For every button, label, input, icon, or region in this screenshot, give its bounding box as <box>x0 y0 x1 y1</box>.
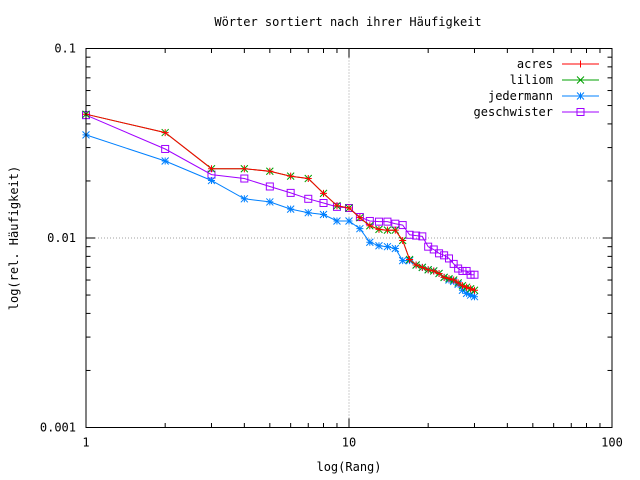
legend-label-liliom: liliom <box>510 73 553 87</box>
data-point-jedermann <box>458 286 467 295</box>
legend-label-geschwister: geschwister <box>474 105 553 119</box>
data-point-acres <box>406 256 414 264</box>
data-point-geschwister <box>319 199 328 208</box>
data-point-jedermann <box>207 176 216 185</box>
data-point-jedermann <box>356 224 364 233</box>
data-point-acres <box>356 214 364 222</box>
legend-marker-geschwister <box>576 108 585 116</box>
legend-label-jedermann: jedermann <box>488 89 553 103</box>
data-point-acres <box>463 283 471 291</box>
data-point-geschwister <box>304 194 313 203</box>
data-point-acres <box>440 273 448 281</box>
data-point-jedermann <box>365 238 374 247</box>
data-point-jedermann <box>161 157 170 165</box>
data-point-jedermann <box>240 194 249 203</box>
data-point-acres <box>454 279 462 287</box>
series-acres <box>82 110 478 294</box>
data-point-jedermann <box>462 289 471 298</box>
data-point-jedermann <box>265 198 274 206</box>
data-point-acres <box>333 202 341 210</box>
legend: acres liliom jedermann geschwister <box>474 57 599 119</box>
data-point-geschwister <box>265 182 274 191</box>
data-point-acres <box>366 222 374 230</box>
data-point-jedermann <box>333 217 341 225</box>
data-point-acres <box>320 189 328 197</box>
data-point-geschwister <box>418 232 427 241</box>
data-point-acres <box>445 275 453 283</box>
y-tick-label: 0.1 <box>54 42 76 56</box>
data-point-acres <box>418 263 426 271</box>
data-point-geschwister <box>240 174 249 183</box>
data-point-geschwister <box>470 270 479 279</box>
data-point-geschwister <box>449 259 458 268</box>
data-point-acres <box>458 282 466 290</box>
data-point-acres <box>304 175 312 183</box>
series-line-jedermann <box>85 134 475 298</box>
data-point-acres <box>391 226 399 234</box>
x-tick-label: 100 <box>601 436 623 450</box>
data-point-jedermann <box>383 242 392 251</box>
data-point-acres <box>161 129 169 137</box>
series-jedermann <box>82 131 479 301</box>
data-point-jedermann <box>470 292 479 301</box>
series-geschwister <box>82 111 479 279</box>
legend-entry-liliom: liliom <box>510 73 599 87</box>
data-point-acres <box>399 237 407 245</box>
data-point-jedermann <box>304 208 313 217</box>
data-point-geschwister <box>435 249 444 258</box>
data-point-geschwister <box>412 231 421 240</box>
data-point-acres <box>412 261 420 269</box>
data-point-geschwister <box>383 217 392 226</box>
data-point-acres <box>383 226 391 234</box>
axis-ticks: 1 10 100 0.1 0.01 0.001 <box>40 42 623 450</box>
data-point-jedermann <box>391 244 400 253</box>
data-point-geschwister <box>458 266 467 275</box>
data-point-jedermann <box>466 291 475 299</box>
data-point-acres <box>240 165 248 173</box>
legend-entry-acres: acres <box>517 57 599 71</box>
data-point-geschwister <box>444 254 453 263</box>
legend-entry-geschwister: geschwister <box>474 105 599 119</box>
data-point-acres <box>424 266 432 274</box>
legend-label-acres: acres <box>517 57 553 71</box>
y-tick-label: 0.01 <box>47 231 76 245</box>
data-point-geschwister <box>161 144 170 153</box>
y-axis-label: log(rel. Häufigkeit) <box>7 166 21 311</box>
data-point-acres <box>450 276 458 284</box>
legend-marker-acres <box>577 60 584 68</box>
x-axis-label: log(Rang) <box>316 460 381 474</box>
data-point-jedermann <box>319 210 328 219</box>
data-point-acres <box>470 286 478 294</box>
x-tick-label: 1 <box>82 436 89 450</box>
data-point-acres <box>435 269 443 277</box>
data-point-jedermann <box>398 256 407 265</box>
data-point-acres <box>345 204 353 212</box>
legend-entry-jedermann: jedermann <box>488 89 599 103</box>
legend-marker-liliom <box>576 76 585 84</box>
y-tick-label: 0.001 <box>40 421 76 435</box>
data-point-jedermann <box>345 217 353 225</box>
x-tick-label: 10 <box>342 436 356 450</box>
data-point-geschwister <box>398 221 407 230</box>
data-point-acres <box>266 167 274 175</box>
grid <box>86 48 612 428</box>
data-layer <box>82 110 479 301</box>
legend-marker-jedermann <box>576 92 585 100</box>
data-point-jedermann <box>375 241 383 250</box>
data-point-acres <box>287 172 295 180</box>
data-point-geschwister <box>286 188 295 197</box>
data-point-geschwister <box>424 242 433 251</box>
data-point-geschwister <box>454 264 463 273</box>
data-point-acres <box>467 285 475 293</box>
data-point-geschwister <box>374 217 383 226</box>
data-point-acres <box>430 267 438 275</box>
chart-title: Wörter sortiert nach ihrer Häufigkeit <box>214 15 481 29</box>
series-line-geschwister <box>85 114 475 276</box>
data-point-acres <box>207 165 215 173</box>
data-point-jedermann <box>286 205 295 213</box>
data-point-acres <box>375 225 383 233</box>
